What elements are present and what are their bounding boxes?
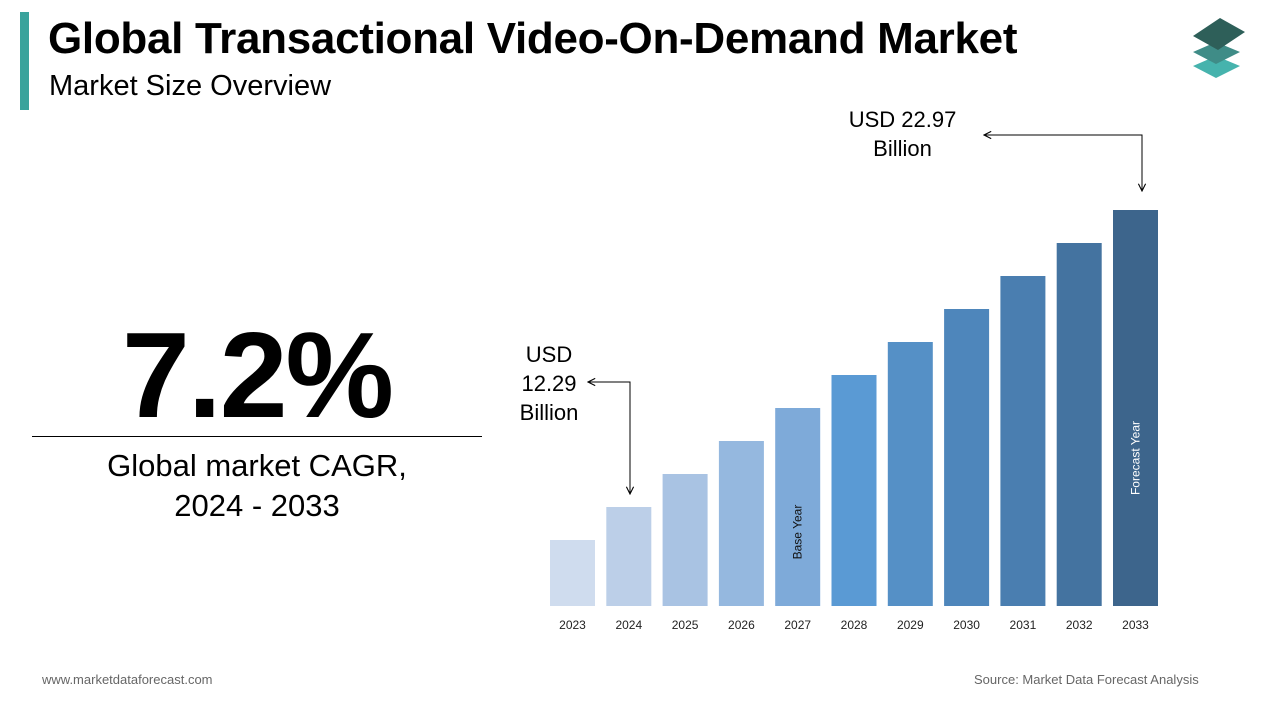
x-tick-label: 2030 xyxy=(953,618,980,632)
bar-2031 xyxy=(1000,276,1046,606)
x-tick-label: 2026 xyxy=(728,618,755,632)
annotation-2024-line3: Billion xyxy=(519,400,579,425)
annotation-2033-arrow xyxy=(984,135,1142,191)
cagr-label-line2: 2024 - 2033 xyxy=(174,488,340,523)
annotation-2024-arrow xyxy=(588,382,630,494)
cagr-label-line1: Global market CAGR, xyxy=(107,448,407,483)
cagr-value: 7.2% xyxy=(121,307,394,443)
cagr-label: Global market CAGR, 2024 - 2033 xyxy=(32,446,482,526)
annotation-2024-line1: USD xyxy=(525,342,573,367)
website-link[interactable]: www.marketdataforecast.com xyxy=(42,672,213,687)
page-subtitle: Market Size Overview xyxy=(49,70,332,102)
x-tick-label: 2027 xyxy=(784,618,811,632)
divider xyxy=(32,436,482,437)
x-tick-label: 2024 xyxy=(615,618,642,632)
bar-2025 xyxy=(662,474,708,606)
annotation-2033-line2: Billion xyxy=(873,136,932,161)
bar-2033 xyxy=(1113,210,1158,606)
bar-2024 xyxy=(606,507,652,606)
bar-2030 xyxy=(944,309,990,606)
bar-2029 xyxy=(887,342,933,606)
source-note: Source: Market Data Forecast Analysis xyxy=(974,672,1199,687)
x-tick-label: 2029 xyxy=(897,618,924,632)
x-tick-label: 2023 xyxy=(559,618,586,632)
x-tick-label: 2025 xyxy=(672,618,699,632)
bar-label-2033: Forecast Year xyxy=(1129,421,1143,495)
annotation-2033: USD 22.97 Billion xyxy=(830,105,975,163)
bar-2026 xyxy=(718,441,764,606)
annotation-2024: USD 12.29 Billion xyxy=(500,340,598,427)
bar-2027 xyxy=(775,408,821,606)
x-tick-label: 2031 xyxy=(1010,618,1037,632)
stacked-layers-icon xyxy=(1193,18,1245,78)
title-accent-bar xyxy=(20,12,29,110)
annotation-2024-line2: 12.29 xyxy=(521,371,577,396)
bar-label-2027: Base Year xyxy=(791,505,805,560)
bar-2023 xyxy=(550,540,595,606)
x-tick-label: 2032 xyxy=(1066,618,1093,632)
annotation-2033-line1: USD 22.97 xyxy=(848,107,957,132)
bar-2032 xyxy=(1056,243,1102,606)
x-tick-label: 2033 xyxy=(1122,618,1149,632)
bar-2028 xyxy=(831,375,877,606)
page-title: Global Transactional Video-On-Demand Mar… xyxy=(48,14,1018,63)
x-tick-label: 2028 xyxy=(841,618,868,632)
